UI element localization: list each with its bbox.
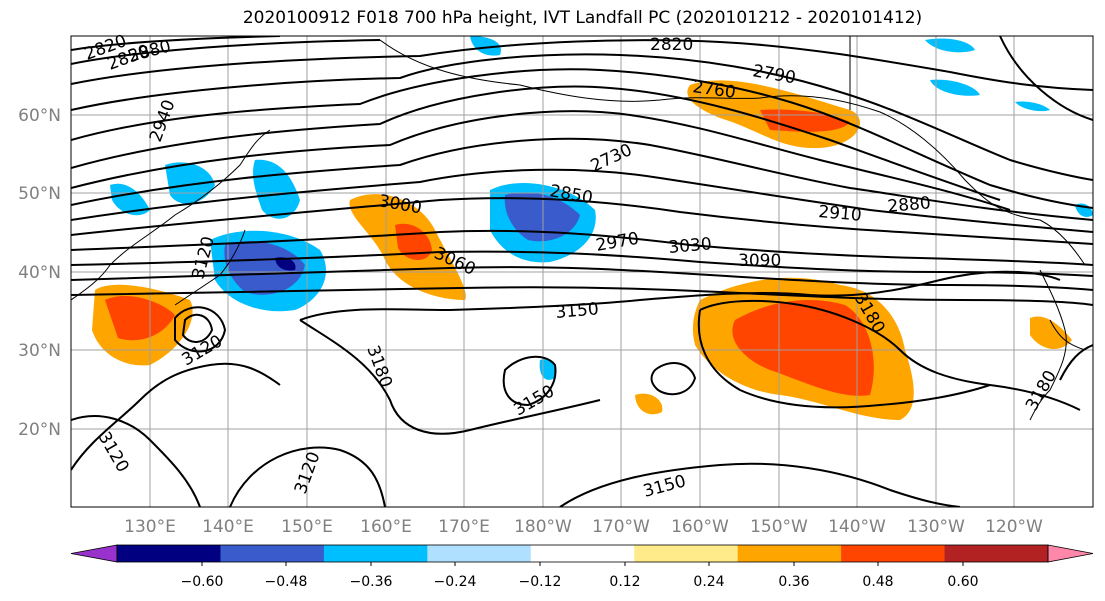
lon-label: 150°E	[281, 517, 333, 537]
colorbar-tick-label: −0.48	[265, 574, 308, 590]
colorbar-segment	[427, 545, 532, 562]
colorbar-tick-label: 0.60	[947, 574, 978, 590]
lon-label: 150°W	[750, 517, 808, 537]
lat-label: 50°N	[18, 184, 61, 204]
height-contours	[71, 36, 1093, 507]
colorbar-tick-label: −0.36	[350, 574, 393, 590]
colorbar-extend-high	[1047, 544, 1094, 563]
contour-label: 2910	[818, 202, 863, 226]
colorbar-segments	[70, 544, 1094, 563]
lat-label: 40°N	[18, 263, 61, 283]
colorbar-segment	[117, 545, 221, 562]
longitude-labels: 130°E 140°E 150°E 160°E 170°E 180°W 170°…	[124, 517, 1043, 537]
colorbar-ticks	[201, 562, 964, 566]
lon-label: 160°E	[360, 517, 412, 537]
colorbar-tick-label: −0.60	[181, 574, 224, 590]
colorbar-tick-label: 0.36	[778, 574, 809, 590]
lon-label: 130°E	[124, 517, 176, 537]
colorbar-tick-label: 0.24	[693, 574, 724, 590]
colorbar-tick-labels: −0.60 −0.48 −0.36 −0.24 −0.12 0.12 0.24 …	[181, 574, 979, 590]
contour-label: 2880	[887, 193, 932, 217]
lon-label: 130°W	[907, 517, 965, 537]
contour-label: 3150	[555, 299, 600, 323]
colorbar-tick-label: −0.12	[519, 574, 562, 590]
map-title: 2020100912 F018 700 hPa height, IVT Land…	[242, 8, 923, 28]
colorbar-segment	[220, 545, 325, 562]
contour-label: 3090	[738, 251, 781, 271]
contour-label: 3030	[668, 234, 713, 258]
lon-label: 170°W	[592, 517, 650, 537]
colorbar-segment	[634, 545, 739, 562]
colorbar-extend-low	[70, 544, 118, 563]
lon-label: 140°W	[828, 517, 886, 537]
colorbar-tick-label: −0.24	[434, 574, 477, 590]
lat-label: 20°N	[18, 420, 61, 440]
colorbar-segment	[737, 545, 842, 562]
colorbar-tick-label: 0.12	[609, 574, 640, 590]
map-frame	[70, 35, 1094, 508]
colorbar-outline	[116, 544, 1049, 563]
lon-label: 180°W	[514, 517, 572, 537]
lon-label: 140°E	[202, 517, 254, 537]
ivt-positive-shading	[92, 80, 1072, 420]
map-gridlines	[71, 36, 1093, 507]
latitude-labels: 60°N 50°N 40°N 30°N 20°N	[18, 106, 61, 440]
colorbar: −0.60 −0.48 −0.36 −0.24 −0.12 0.12 0.24 …	[70, 544, 1094, 590]
contour-label: 2820	[650, 35, 693, 55]
colorbar-segment	[944, 545, 1049, 562]
lat-label: 60°N	[18, 106, 61, 126]
lon-label: 170°E	[438, 517, 490, 537]
colorbar-segment	[841, 545, 946, 562]
colorbar-segment	[530, 545, 635, 562]
colorbar-tick-label: 0.48	[862, 574, 893, 590]
lon-label: 120°W	[985, 517, 1043, 537]
colorbar-segment	[323, 545, 428, 562]
lat-label: 30°N	[18, 341, 61, 361]
lon-label: 160°W	[671, 517, 729, 537]
